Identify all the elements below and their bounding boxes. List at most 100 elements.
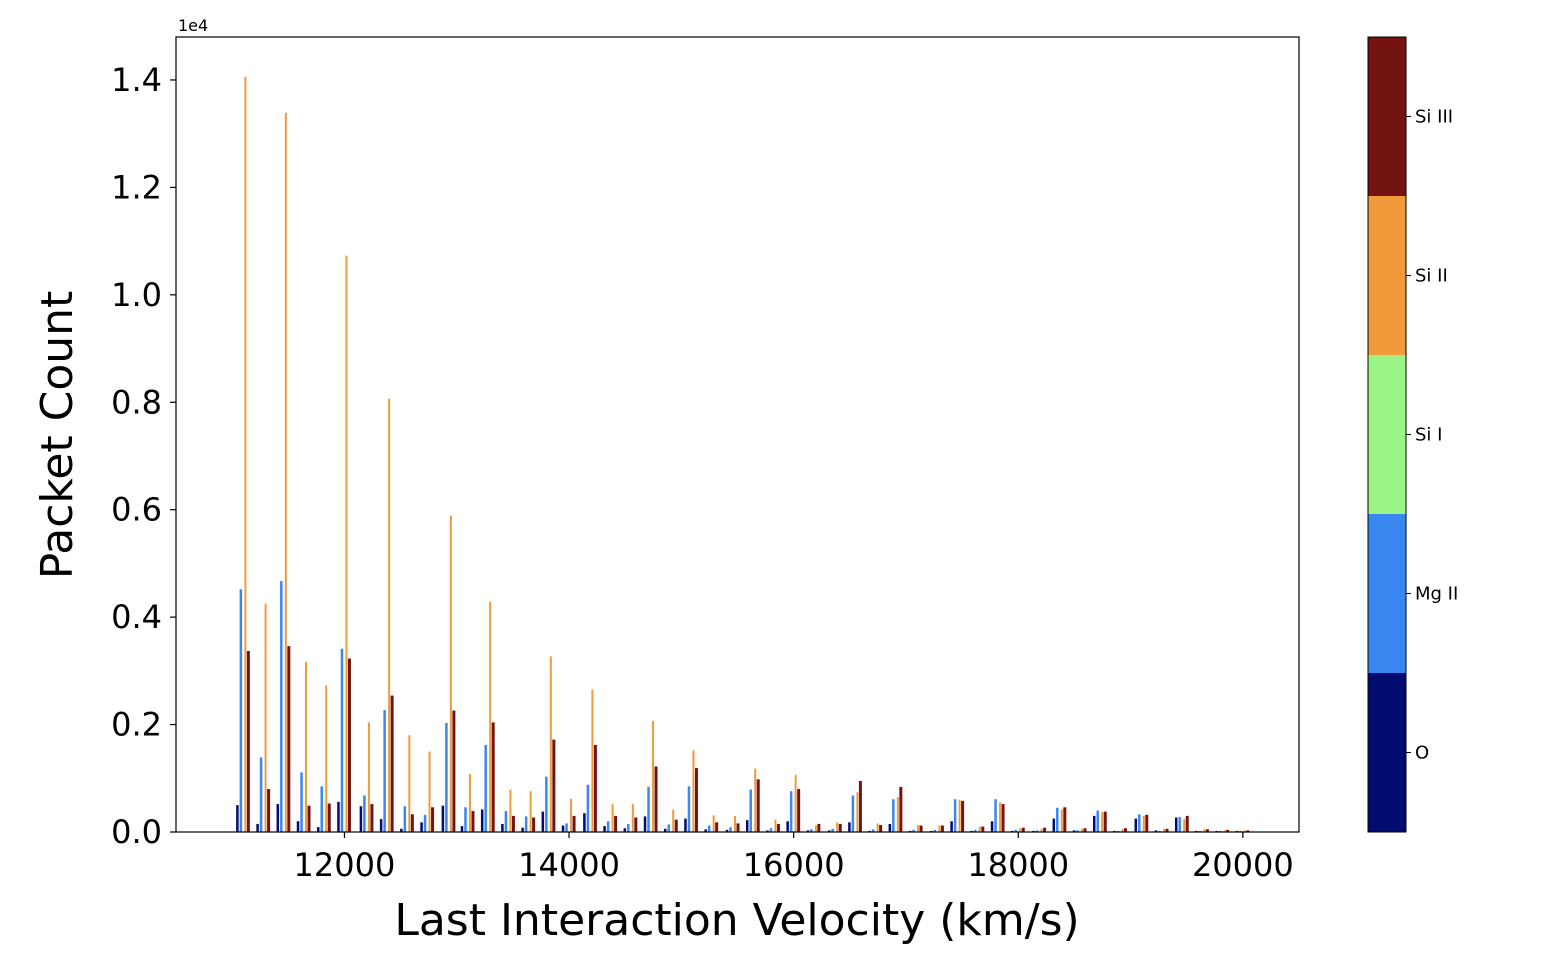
bar-o-27	[786, 821, 789, 832]
bar-si-ii-17	[591, 689, 594, 832]
colorbar-segment-o	[1368, 673, 1406, 832]
bar-si-ii-49	[1243, 830, 1246, 832]
bar-mg-ii-28	[810, 829, 813, 832]
bar-si-iii-8	[410, 814, 414, 832]
bar-o-18	[603, 826, 606, 832]
bar-si-ii-30	[856, 792, 859, 832]
bar-o-3	[296, 821, 300, 832]
bar-si-iii-16	[572, 815, 576, 832]
y-tick-label: 0.2	[111, 706, 162, 744]
bar-si-iii-2	[287, 646, 291, 832]
bar-si-iii-39	[1043, 827, 1047, 832]
bar-si-ii-24	[734, 815, 737, 832]
bar-mg-ii-6	[363, 795, 366, 832]
bar-si-iii-0	[246, 650, 250, 832]
bar-si-ii-33	[917, 825, 920, 832]
bar-si-iii-41	[1083, 828, 1087, 832]
bar-o-11	[460, 826, 464, 832]
bar-o-19	[623, 828, 627, 832]
bar-mg-ii-38	[1014, 829, 1017, 832]
x-axis-label: Last Interaction Velocity (km/s)	[394, 895, 1079, 946]
bar-si-iii-44	[1145, 814, 1149, 832]
y-axis: 0.0 0.2 0.4 0.6 0.8 1.0 1.2 1.4	[111, 61, 176, 851]
bar-si-iii-6	[370, 804, 374, 832]
bar-mg-ii-19	[627, 823, 630, 832]
bar-o-20	[643, 816, 647, 832]
bar-si-ii-38	[1019, 828, 1022, 832]
bar-o-45	[1154, 830, 1158, 832]
bar-mg-ii-14	[524, 816, 528, 832]
bar-o-44	[1134, 818, 1138, 832]
x-tick-label: 16000	[743, 846, 845, 884]
bar-si-ii-46	[1183, 819, 1186, 832]
bar-si-ii-6	[367, 722, 370, 832]
bar-si-iii-48	[1226, 829, 1230, 832]
bar-o-15	[541, 811, 545, 832]
bar-mg-ii-42	[1096, 810, 1099, 832]
bar-si-iii-26	[776, 823, 780, 832]
bar-mg-ii-27	[789, 791, 793, 832]
bar-si-ii-2	[284, 112, 287, 833]
colorbar-label: Si III	[1415, 107, 1453, 128]
x-tick-label: 14000	[518, 846, 620, 884]
bar-si-iii-14	[532, 817, 536, 832]
bar-mg-ii-26	[769, 828, 773, 832]
colorbar-label: Si II	[1415, 266, 1448, 287]
bar-o-16	[561, 825, 565, 832]
bar-si-iii-28	[817, 823, 821, 832]
bar-si-ii-19	[631, 804, 634, 832]
bars-layer	[236, 76, 1250, 833]
bar-o-7	[379, 819, 383, 832]
bar-si-iii-33	[919, 825, 923, 832]
bar-si-ii-48	[1223, 830, 1226, 832]
bar-mg-ii-41	[1076, 830, 1079, 832]
bar-o-0	[236, 805, 239, 832]
bar-si-iii-5	[347, 658, 351, 832]
bar-o-2	[276, 804, 280, 832]
bar-si-iii-32	[899, 786, 903, 832]
bar-si-ii-47	[1203, 829, 1206, 832]
bar-si-iii-4	[327, 803, 331, 832]
bar-mg-ii-0	[239, 589, 243, 832]
bar-si-ii-8	[408, 735, 411, 832]
bar-si-iii-45	[1165, 828, 1169, 832]
bar-si-iii-7	[390, 695, 394, 832]
bar-o-23	[704, 829, 707, 832]
x-tick-label: 20000	[1192, 846, 1294, 884]
bar-si-iii-40	[1063, 807, 1067, 832]
bar-si-ii-43	[1121, 828, 1124, 832]
bar-mg-ii-23	[707, 825, 711, 832]
bar-si-iii-25	[756, 779, 760, 832]
bar-o-32	[888, 823, 892, 832]
bar-mg-ii-1	[259, 757, 263, 832]
bar-si-iii-35	[961, 800, 965, 832]
bar-o-46	[1174, 817, 1178, 832]
bar-mg-ii-21	[667, 824, 670, 832]
y-tick-label: 1.0	[111, 276, 162, 314]
bar-si-ii-42	[1101, 812, 1104, 833]
bar-si-ii-21	[672, 809, 675, 832]
bar-mg-ii-22	[687, 786, 691, 832]
bar-si-ii-0	[244, 76, 247, 832]
bar-mg-ii-8	[403, 806, 407, 832]
y-tick-label: 1.4	[111, 61, 162, 99]
colorbar-label: O	[1415, 743, 1429, 764]
bar-si-ii-45	[1162, 828, 1165, 832]
bar-si-iii-1	[267, 789, 271, 832]
bar-si-iii-27	[797, 789, 801, 832]
bar-si-ii-40	[1060, 809, 1063, 832]
y-axis-label: Packet Count	[32, 291, 83, 580]
bar-si-ii-26	[774, 819, 777, 832]
bar-o-22	[684, 818, 687, 832]
bar-si-iii-34	[940, 825, 944, 832]
colorbar-label: Mg II	[1415, 584, 1458, 605]
bar-o-1	[256, 823, 259, 832]
bar-o-14	[521, 827, 524, 832]
bar-mg-ii-36	[974, 829, 977, 832]
bar-si-ii-32	[896, 797, 899, 832]
bar-mg-ii-15	[545, 776, 548, 832]
bar-si-iii-31	[879, 825, 883, 832]
bar-si-iii-19	[634, 817, 638, 832]
bar-si-ii-12	[489, 601, 492, 832]
